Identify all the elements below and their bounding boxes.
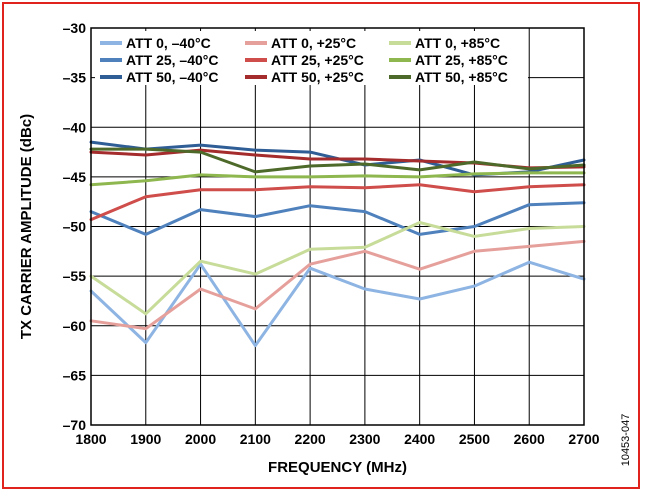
- x-tick-label: 2000: [185, 431, 216, 447]
- legend-label: ATT 25, +85°C: [415, 52, 508, 68]
- plot-border: [90, 27, 585, 426]
- y-tick-label: –60: [63, 318, 87, 334]
- legend-label: ATT 0, –40°C: [126, 35, 211, 51]
- series-line-3: [89, 239, 586, 331]
- series-line-6: [89, 221, 586, 316]
- series-line-8: [89, 147, 586, 174]
- x-tick-label: 2600: [514, 431, 545, 447]
- legend-label: ATT 0, +25°C: [271, 35, 356, 51]
- y-axis-title: TX CARRIER AMPLITUDE (dBc): [18, 114, 35, 339]
- x-tick-label: 2500: [459, 431, 490, 447]
- x-tick-label: 1900: [130, 431, 161, 447]
- figure-id: 10453-047: [620, 414, 632, 467]
- legend-label: ATT 50, +85°C: [415, 69, 508, 85]
- x-tick-label: 2200: [295, 431, 326, 447]
- legend-label: ATT 25, –40°C: [126, 52, 218, 68]
- x-axis-title: FREQUENCY (MHz): [268, 459, 407, 476]
- y-tick-label: –45: [63, 169, 87, 185]
- x-tick-label: 2300: [349, 431, 380, 447]
- y-tick-label: –30: [63, 20, 87, 36]
- series-lines: [89, 140, 586, 348]
- y-tick-label: –35: [63, 70, 87, 86]
- legend-label: ATT 0, +85°C: [415, 35, 500, 51]
- series-line-7: [89, 171, 586, 187]
- y-tick-label: –55: [63, 268, 87, 284]
- y-tick-label: –70: [63, 417, 87, 433]
- series-line-1: [89, 201, 586, 236]
- series-line-4: [89, 183, 586, 222]
- series-line-0: [89, 260, 586, 348]
- legend-background: [95, 31, 528, 85]
- y-tick-labels: –30 –35 –40 –45 –50 –55 –60 –65 –70: [63, 20, 87, 433]
- x-tick-label: 1800: [75, 431, 106, 447]
- x-tick-labels: 1800 1900 2000 2100 2200 2300 2400 2500 2600 2700: [75, 431, 599, 447]
- y-tick-label: –65: [63, 367, 87, 383]
- x-tick-label: 2700: [568, 431, 599, 447]
- y-tick-label: –40: [63, 119, 87, 135]
- y-tick-label: –50: [63, 219, 87, 235]
- x-tick-label: 2100: [240, 431, 271, 447]
- legend-label: ATT 25, +25°C: [271, 52, 364, 68]
- legend-label: ATT 50, –40°C: [126, 69, 218, 85]
- x-tick-label: 2400: [404, 431, 435, 447]
- legend-label: ATT 50, +25°C: [271, 69, 364, 85]
